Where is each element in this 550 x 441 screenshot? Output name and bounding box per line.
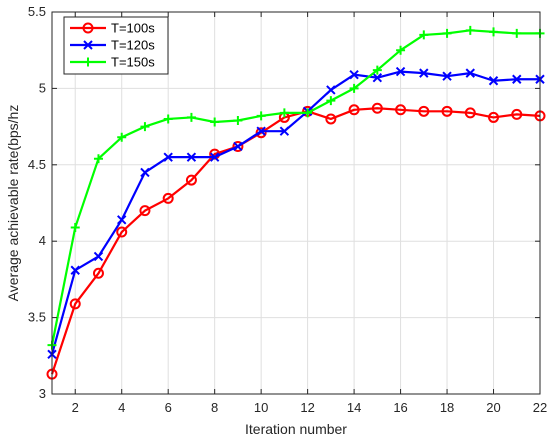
y-tick-label: 4.5 <box>28 157 46 172</box>
x-axis-label: Iteration number <box>245 421 347 437</box>
data-point <box>93 251 104 262</box>
series-line <box>50 70 540 355</box>
data-point <box>348 104 360 116</box>
data-point <box>140 167 150 178</box>
data-point <box>442 71 452 81</box>
x-tick-label: 4 <box>118 400 125 415</box>
data-point <box>232 140 244 152</box>
data-point <box>116 226 128 238</box>
data-point <box>185 174 197 186</box>
data-point <box>69 298 81 310</box>
data-point <box>163 152 173 162</box>
data-point <box>441 105 453 117</box>
data-point <box>464 107 476 119</box>
data-point <box>279 126 290 136</box>
data-point <box>349 83 359 93</box>
data-point <box>117 215 127 225</box>
data-point <box>465 68 475 78</box>
data-point <box>186 152 197 162</box>
data-point <box>209 152 220 162</box>
data-point <box>488 76 499 86</box>
legend-label: T=100s <box>111 21 155 36</box>
x-tick-label: 16 <box>393 400 407 415</box>
data-point <box>511 108 523 120</box>
data-point <box>395 66 406 77</box>
series-line <box>50 107 541 375</box>
data-point <box>233 115 243 125</box>
legend-item: T=150s <box>70 55 155 70</box>
tick-labels: 2 4 6 8 10 12 14 16 18 20 22 3 3.5 4 4.5 5 5.5 <box>28 4 547 415</box>
data-point <box>465 25 475 35</box>
data-point <box>256 111 266 121</box>
legend-item: T=100s <box>70 21 155 36</box>
data-point <box>488 111 500 123</box>
data-point <box>419 68 429 78</box>
data-point <box>139 205 151 217</box>
x-tick-label: 12 <box>300 400 314 415</box>
data-point <box>140 122 150 132</box>
data-point <box>396 45 406 55</box>
legend-item: T=120s <box>70 38 155 53</box>
data-point <box>162 192 174 204</box>
plot-frame <box>51 11 541 395</box>
data-point <box>255 127 267 139</box>
data-point <box>372 72 383 83</box>
data-point <box>372 65 382 75</box>
data-point <box>163 114 173 124</box>
y-tick-label: 3 <box>39 386 46 401</box>
y-tick-label: 5.5 <box>28 4 46 19</box>
y-tick-label: 3.5 <box>28 310 46 325</box>
legend-marker <box>83 40 93 50</box>
data-point <box>117 132 127 142</box>
data-point <box>92 267 104 279</box>
x-tick-label: 6 <box>165 400 172 415</box>
series-1 <box>46 102 546 380</box>
data-point <box>371 102 383 114</box>
ticks <box>52 11 541 395</box>
y-axis-label: Average achievable rate(bps/hz <box>5 105 21 302</box>
series-layer <box>46 25 546 380</box>
x-tick-label: 22 <box>533 400 547 415</box>
legend-marker <box>82 22 94 34</box>
series-line <box>50 29 540 346</box>
x-tick-label: 14 <box>347 400 361 415</box>
data-point <box>349 69 359 80</box>
data-point <box>326 96 336 106</box>
data-point <box>279 108 289 118</box>
data-point <box>93 154 103 164</box>
data-point <box>512 28 522 38</box>
data-point <box>210 117 220 127</box>
series-3 <box>47 25 545 350</box>
data-point <box>418 105 430 117</box>
legend-label: T=150s <box>111 55 155 70</box>
data-point <box>419 30 429 40</box>
data-point <box>489 27 499 37</box>
legend-label: T=120s <box>111 38 155 53</box>
data-point <box>256 126 266 136</box>
y-tick-label: 5 <box>39 80 46 95</box>
data-point <box>395 104 407 116</box>
data-point <box>70 222 80 232</box>
x-tick-label: 8 <box>211 400 218 415</box>
data-point <box>512 74 522 84</box>
data-point <box>326 85 336 95</box>
data-point <box>442 28 452 38</box>
data-point <box>325 113 337 125</box>
x-tick-label: 18 <box>440 400 454 415</box>
y-tick-label: 4 <box>39 233 46 248</box>
data-point <box>303 108 313 118</box>
data-point <box>186 112 196 122</box>
legend-marker <box>83 57 93 67</box>
x-tick-label: 20 <box>486 400 500 415</box>
x-tick-label: 10 <box>254 400 268 415</box>
data-point <box>233 141 243 152</box>
data-point <box>70 265 80 275</box>
legend: T=100s T=120s T=150s <box>63 16 169 75</box>
x-tick-label: 2 <box>72 400 79 415</box>
